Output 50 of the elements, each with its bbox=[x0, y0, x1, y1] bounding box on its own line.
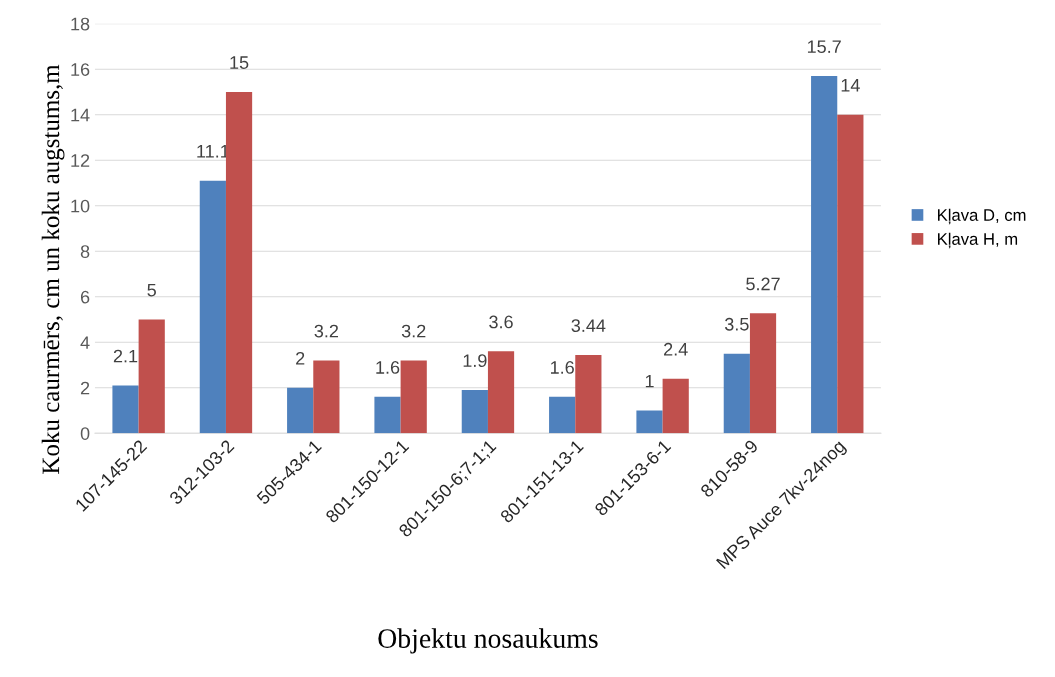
data-label: 1.6 bbox=[376, 361, 400, 374]
data-label: 1 bbox=[645, 374, 654, 388]
y-tick-label: 10 bbox=[71, 199, 90, 213]
legend-label: Kļava D, cm bbox=[938, 208, 1026, 225]
bar bbox=[313, 360, 340, 434]
bar bbox=[749, 313, 777, 434]
y-tick-label: 0 bbox=[80, 427, 90, 440]
bar bbox=[112, 385, 139, 434]
data-label: 2.1 bbox=[113, 349, 138, 363]
bar bbox=[662, 378, 689, 434]
y-tick-label: 16 bbox=[71, 63, 90, 76]
data-label: 3.2 bbox=[401, 324, 426, 338]
data-label: 3.2 bbox=[314, 324, 339, 338]
bar bbox=[199, 180, 226, 434]
y-tick-label: 4 bbox=[80, 336, 90, 349]
data-label: 14 bbox=[841, 79, 860, 92]
bar bbox=[837, 114, 864, 434]
bar bbox=[487, 351, 515, 434]
bar bbox=[225, 91, 253, 434]
y-tick-label: 18 bbox=[71, 17, 90, 31]
bar bbox=[287, 387, 314, 434]
data-label: 15.7 bbox=[807, 40, 841, 54]
data-label: 3.44 bbox=[571, 319, 606, 332]
y-tick-label: 14 bbox=[71, 108, 90, 122]
bar bbox=[461, 390, 488, 434]
data-label: 1.6 bbox=[551, 361, 574, 374]
bar bbox=[811, 76, 838, 434]
y-tick-label: 2 bbox=[80, 381, 90, 395]
bar bbox=[138, 319, 165, 434]
x-axis-title: Objektu nosaukums bbox=[378, 628, 598, 654]
bar bbox=[636, 410, 663, 434]
data-label: 15 bbox=[230, 56, 249, 69]
bar bbox=[549, 396, 576, 434]
data-label: 11.1 bbox=[197, 145, 229, 158]
data-label: 1.9 bbox=[463, 354, 487, 368]
data-label: 2.4 bbox=[664, 342, 688, 356]
y-axis-title: Koku caurmērs, cm un koku augstums,m bbox=[41, 64, 65, 474]
bar bbox=[374, 396, 401, 434]
bar bbox=[400, 360, 427, 434]
legend-label: Kļava H, m bbox=[938, 232, 1018, 249]
data-label: 5.27 bbox=[746, 277, 780, 291]
data-label: 3.6 bbox=[489, 315, 513, 329]
data-label: 3.5 bbox=[724, 317, 749, 331]
y-tick-label: 6 bbox=[80, 290, 90, 304]
data-label: 2 bbox=[296, 351, 305, 365]
bar bbox=[575, 355, 602, 434]
y-tick-label: 12 bbox=[71, 154, 90, 167]
y-tick-label: 8 bbox=[80, 245, 90, 258]
bar bbox=[723, 353, 750, 434]
data-label: 5 bbox=[147, 283, 156, 297]
